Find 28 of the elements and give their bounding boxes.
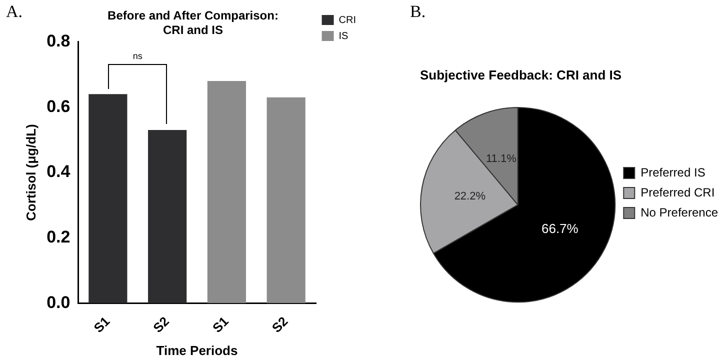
x-tick-label: S2 — [150, 314, 172, 336]
data-label: 66.7% — [541, 220, 579, 236]
legend-label: CRI — [338, 14, 356, 26]
bar — [148, 130, 187, 304]
data-label: 11.1% — [486, 153, 517, 166]
legend-label: No Preference — [640, 205, 718, 220]
bar — [207, 81, 246, 304]
annotation: ns — [132, 50, 143, 61]
x-tick-label: S1 — [209, 314, 232, 336]
chart-title: Subjective Feedback: CRI and IS — [420, 67, 622, 82]
text: A. — [6, 2, 23, 22]
bar — [266, 97, 306, 304]
legend-label: Preferred IS — [640, 165, 706, 180]
bar — [88, 94, 128, 304]
y-tick-label: 0.6 — [46, 96, 70, 116]
legend-label: IS — [338, 30, 349, 42]
y-axis-title: Cortisol (μg/dL) — [23, 124, 38, 221]
data-label: 22.2% — [454, 190, 486, 202]
text: B. — [410, 2, 426, 22]
y-tick-label: 0.0 — [46, 292, 70, 312]
x-tick-label: S1 — [90, 314, 113, 336]
legend-label: Preferred CRI — [640, 185, 715, 200]
x-tick-label: S2 — [268, 314, 291, 336]
chart-title: Before and After Comparison: CRI and IS — [108, 8, 278, 37]
y-tick-label: 0.2 — [46, 227, 70, 246]
y-tick-label: 0.8 — [46, 31, 70, 50]
y-tick-label: 0.4 — [46, 162, 71, 182]
x-axis-title: Time Periods — [156, 342, 238, 358]
